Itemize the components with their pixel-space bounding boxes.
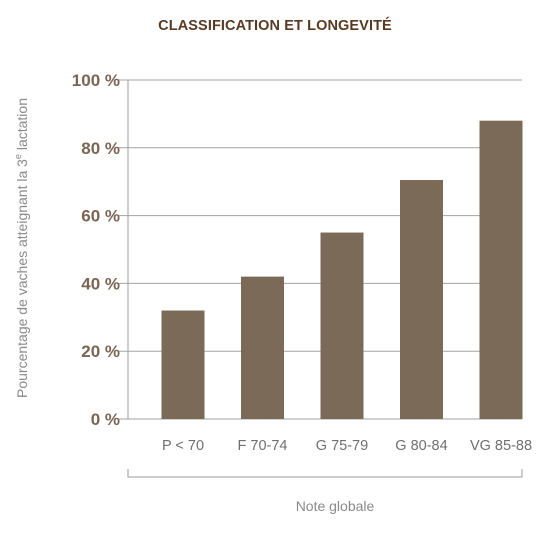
x-tick-label: VG 85-88 <box>470 438 532 454</box>
y-tick-label: 20 % <box>81 342 120 361</box>
y-tick-label: 40 % <box>81 274 120 293</box>
bar <box>241 276 284 419</box>
y-tick-labels: 0 % 20 % 40 % 60 % 80 % 100 % <box>72 71 120 429</box>
y-axis-label-superscript: e <box>13 154 23 159</box>
bars <box>161 120 523 420</box>
y-tick-label: 100 % <box>72 71 120 90</box>
y-axis-label: Pourcentage de vaches atteignant la 3e l… <box>13 98 30 398</box>
bar <box>320 232 364 419</box>
y-tick-label: 0 % <box>91 410 120 429</box>
chart-title: CLASSIFICATION ET LONGEVITÉ <box>158 18 392 34</box>
bar <box>479 120 523 420</box>
y-axis-label-main: Pourcentage de vaches atteignant la 3 <box>14 159 30 398</box>
y-tick-label: 80 % <box>81 139 120 158</box>
x-tick-label: F 70-74 <box>238 438 288 454</box>
gridlines <box>118 79 522 420</box>
x-tick-label: P < 70 <box>162 438 204 454</box>
x-tick-labels: P < 70 F 70-74 G 75-79 G 80-84 VG 85-88 <box>162 438 532 454</box>
bar <box>400 180 443 419</box>
x-tick-label: G 80-84 <box>395 438 447 454</box>
bar <box>161 310 205 419</box>
x-tick-label: G 75-79 <box>316 438 368 454</box>
y-tick-label: 60 % <box>81 207 120 226</box>
y-axis-label-end: lactation <box>14 98 30 154</box>
x-axis-bracket <box>127 469 523 478</box>
x-axis-label: Note globale <box>296 498 375 514</box>
